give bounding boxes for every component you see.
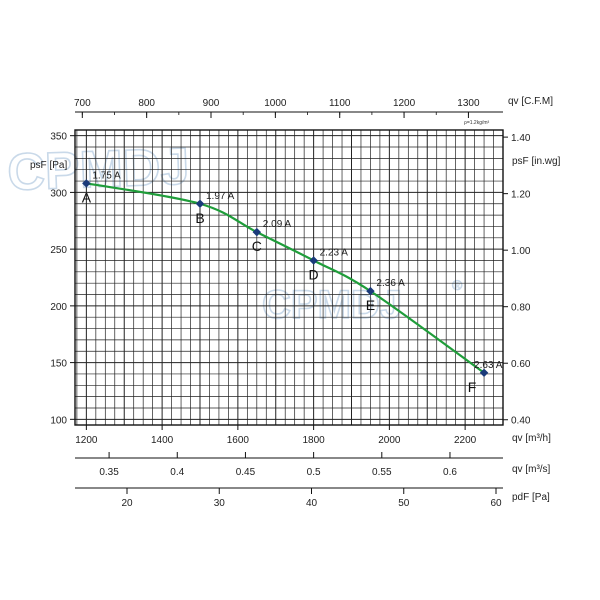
point-label: B (195, 210, 204, 226)
data-point-marker (479, 368, 489, 378)
watermark-mark: ® (452, 277, 463, 293)
x-tick-label-cfm: 700 (74, 98, 91, 109)
y-tick-label-right: 1.00 (511, 246, 531, 257)
data-point-marker (366, 286, 375, 296)
point-label: D (309, 266, 319, 282)
right-axis-label: psF [in.wg] (512, 156, 561, 167)
x-tick-label-m3h: 2200 (454, 435, 477, 446)
top-axis-label: qv [C.F.M] (508, 96, 553, 107)
x-tick-label-m3s: 0.5 (307, 467, 321, 478)
point-current-label: 2.63 A (474, 360, 503, 371)
x-tick-label-m3s: 0.45 (236, 467, 256, 478)
bottom-axis-label-m3s: qv [m³/s] (512, 464, 551, 475)
y-tick-label-left: 250 (50, 245, 67, 256)
density-note: ρ=1.2kg/m³ (464, 120, 490, 126)
point-current-label: 2.09 A (263, 219, 292, 230)
data-point-marker (195, 199, 205, 208)
y-tick-label-right: 1.40 (511, 133, 531, 144)
point-current-label: 1.97 A (206, 191, 235, 202)
chart-axes: 100 150 200 250 300 350 0.40 0.60 0.80 1.00 1.20 1.… (50, 98, 531, 509)
y-tick-label-left: 100 (50, 415, 67, 426)
chart-grid (75, 130, 504, 425)
x-tick-label-cfm: 1300 (457, 98, 480, 109)
x-tick-label-m3s: 0.4 (170, 467, 184, 478)
y-tick-label-left: 150 (50, 359, 67, 370)
x-tick-label-m3h: 2000 (378, 435, 401, 446)
series-layer (86, 182, 485, 374)
x-tick-label-pdf: 60 (490, 498, 502, 509)
x-tick-label-cfm: 1200 (393, 98, 416, 109)
x-tick-label-cfm: 800 (138, 98, 155, 109)
point-current-label: 2.36 A (376, 278, 405, 289)
y-tick-label-left: 200 (50, 302, 67, 313)
x-tick-label-m3h: 1600 (227, 435, 250, 446)
x-tick-label-cfm: 900 (203, 98, 220, 109)
y-tick-label-left: 350 (50, 132, 67, 143)
x-tick-label-pdf: 30 (214, 498, 226, 509)
series-line (86, 182, 485, 374)
bottom-axis-label-m3h: qv [m³/h] (512, 433, 551, 444)
left-axis-label: psF [Pa] (30, 160, 67, 171)
bottom-axis-label-pdf: pdF [Pa] (512, 492, 550, 503)
x-tick-label-m3h: 1200 (75, 435, 98, 446)
point-label: C (252, 238, 262, 254)
watermark-text: CPMDJ (262, 283, 402, 327)
y-tick-label-left: 300 (50, 188, 67, 199)
x-tick-label-m3s: 0.55 (372, 467, 392, 478)
x-tick-label-pdf: 40 (306, 498, 318, 509)
x-tick-label-m3s: 0.35 (99, 467, 119, 478)
x-tick-label-pdf: 50 (398, 498, 410, 509)
x-tick-label-cfm: 1100 (329, 98, 351, 109)
x-tick-label-m3h: 1800 (302, 435, 325, 446)
point-label: E (366, 297, 375, 313)
data-point-marker (309, 256, 318, 265)
point-label: F (468, 379, 477, 395)
x-tick-label-pdf: 20 (121, 498, 133, 509)
x-tick-label-cfm: 1000 (264, 98, 287, 109)
data-point-marker (82, 179, 91, 188)
x-tick-label-m3s: 0.6 (443, 467, 457, 478)
x-tick-label-m3h: 1400 (151, 435, 174, 446)
plot-frame (74, 129, 504, 426)
y-tick-label-right: 0.80 (511, 303, 531, 314)
point-current-label: 2.23 A (320, 247, 349, 258)
y-tick-label-right: 1.20 (511, 190, 531, 201)
y-tick-label-right: 0.60 (511, 359, 531, 370)
point-layer: A1.75 A B1.97 A C2.09 A D2.23 A E2.36 A F 2.63… (82, 170, 503, 394)
point-label: A (82, 189, 92, 205)
point-current-label: 1.75 A (92, 170, 121, 181)
y-tick-label-right: 0.40 (511, 416, 531, 427)
